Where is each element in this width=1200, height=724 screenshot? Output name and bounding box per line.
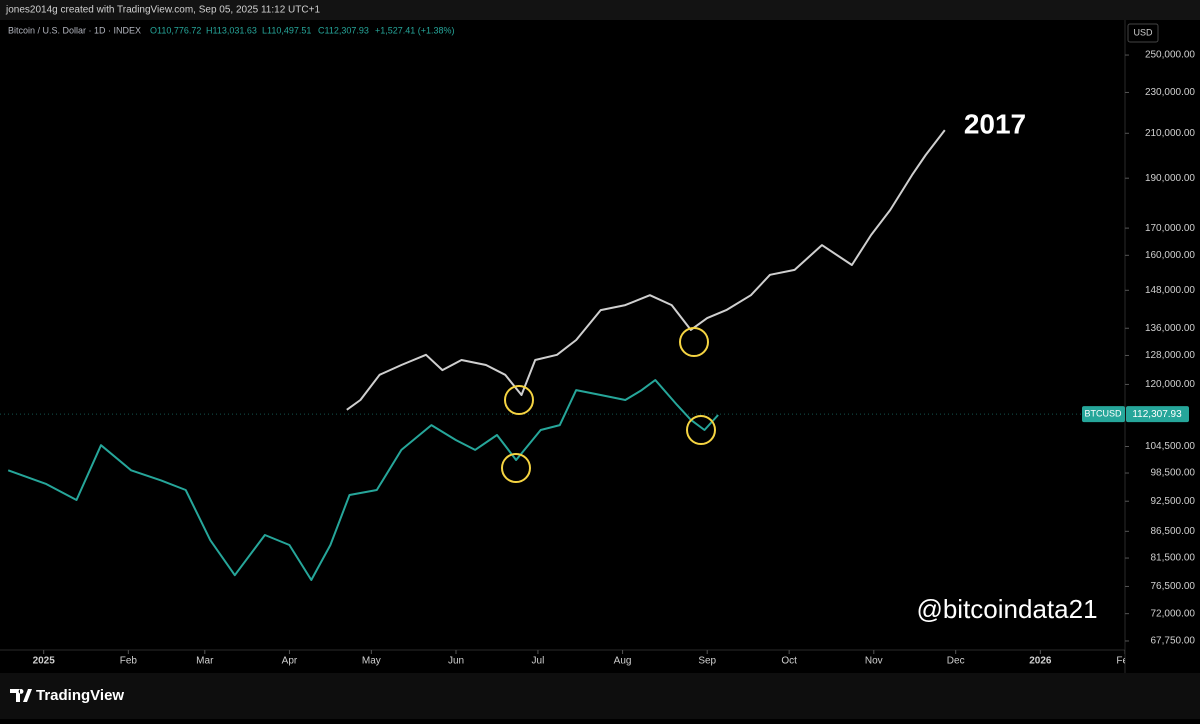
last-price-label: 112,307.93 — [1132, 409, 1182, 420]
tv-logo — [10, 689, 32, 702]
y-tick-label: 76,500.00 — [1151, 581, 1196, 592]
y-tick-label: 136,000.00 — [1145, 323, 1195, 334]
highlight-circle — [679, 327, 709, 357]
x-tick-label: Sep — [698, 656, 716, 667]
y-tick-label: 86,500.00 — [1151, 526, 1196, 537]
header-bar — [0, 0, 1200, 20]
x-tick-label: Feb — [1116, 656, 1134, 667]
legend-low: L110,497.51 — [262, 25, 311, 35]
footer-bar — [0, 673, 1200, 719]
currency-label: USD — [1133, 27, 1153, 37]
x-tick-label: Nov — [865, 656, 883, 667]
y-tick-label: 92,500.00 — [1151, 496, 1196, 507]
y-tick-label: 160,000.00 — [1145, 250, 1195, 261]
highlight-circle — [504, 385, 534, 415]
x-tick-label: 2025 — [33, 656, 56, 667]
y-tick-label: 170,000.00 — [1145, 223, 1195, 234]
x-tick-label: Jul — [532, 656, 545, 667]
y-tick-label: 120,000.00 — [1145, 379, 1195, 390]
plot-area: 2025 Feb Mar Apr May Jun Jul Aug Sep Oct Nov Dec 202… — [0, 129, 1134, 667]
y-tick-label: 104,500.00 — [1145, 441, 1195, 452]
fractal-label: 2017 — [964, 108, 1026, 139]
y-tick-label: 190,000.00 — [1145, 173, 1195, 184]
y-tick-label: 72,000.00 — [1151, 608, 1196, 619]
currency-box[interactable] — [1127, 23, 1159, 43]
footer-brand: TradingView — [36, 687, 124, 704]
x-tick-label: Mar — [196, 656, 214, 667]
x-tick-label: Apr — [282, 656, 298, 667]
watermark: @bitcoindata21 — [916, 594, 1097, 624]
x-tick-label: Jun — [448, 656, 464, 667]
price-line — [346, 129, 946, 411]
y-tick-label: 128,000.00 — [1145, 350, 1195, 361]
x-tick-label: Feb — [120, 656, 138, 667]
symbol-tag — [1082, 406, 1125, 423]
x-tick-label: Aug — [614, 656, 632, 667]
y-tick-label: 230,000.00 — [1145, 87, 1195, 98]
highlight-circle — [501, 453, 531, 483]
y-tick-label: 250,000.00 — [1145, 50, 1195, 61]
legend-close: C112,307.93 — [318, 25, 369, 35]
symbol-tag-label: BTCUSD — [1084, 409, 1122, 419]
y-tick-label: 81,500.00 — [1151, 553, 1196, 564]
author-line: jones2014g created with TradingView.com,… — [5, 5, 320, 16]
x-tick-label: 2026 — [1029, 656, 1052, 667]
y-tick-label: 148,000.00 — [1145, 285, 1195, 296]
x-tick-label: Dec — [947, 656, 965, 667]
legend-symbol: Bitcoin / U.S. Dollar · 1D · INDEX — [8, 25, 141, 35]
highlight-circle — [686, 415, 716, 445]
legend-change: +1,527.41 (+1.38%) — [375, 25, 455, 35]
legend-open: O110,776.72 — [150, 25, 201, 35]
last-price-box — [1126, 406, 1189, 423]
y-tick-label: 98,500.00 — [1151, 468, 1196, 479]
x-tick-label: May — [362, 656, 381, 667]
y-tick-label: 210,000.00 — [1145, 128, 1195, 139]
price-line — [7, 379, 719, 581]
x-tick-label: Oct — [781, 656, 797, 667]
y-tick-label: 67,750.00 — [1151, 636, 1196, 647]
legend-high: H113,031.63 — [206, 25, 257, 35]
